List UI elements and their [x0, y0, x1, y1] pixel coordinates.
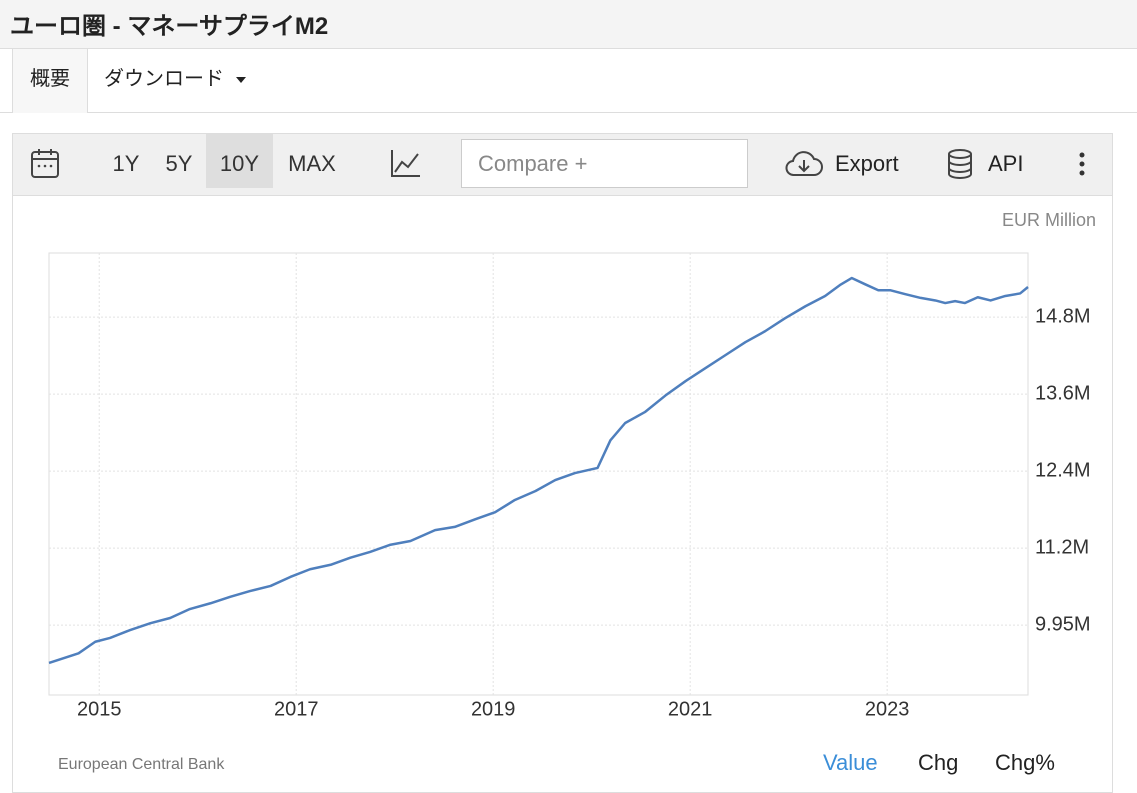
x-tick-label: 2023 [865, 698, 910, 720]
more-menu[interactable] [1074, 150, 1090, 180]
range-button[interactable]: 1Y [112, 151, 140, 176]
range-button[interactable]: 10Y [206, 134, 273, 188]
x-tick-label: 2017 [274, 698, 319, 720]
tab-dropdown[interactable]: ダウンロード [104, 49, 246, 112]
range-button[interactable]: MAX [288, 151, 336, 176]
view-tab[interactable]: Chg [918, 750, 959, 775]
view-tab[interactable]: Value [823, 750, 878, 775]
y-tick-label: 14.8M [1035, 305, 1091, 327]
compare-input[interactable]: Compare + [461, 139, 748, 188]
export-icon[interactable] [784, 147, 824, 181]
header: ユーロ圏 - マネーサプライM2 [0, 0, 1137, 49]
caret [236, 76, 246, 83]
api-icon[interactable] [944, 146, 976, 182]
calendar-icon[interactable] [28, 146, 62, 182]
tab-label[interactable]: ダウンロード [104, 68, 224, 90]
export-button[interactable]: Export [835, 151, 899, 176]
chart-type-icon[interactable] [388, 146, 424, 182]
data-line [48, 276, 1029, 665]
x-tick-label: 2019 [471, 698, 516, 720]
unit-label: EUR Million [1002, 210, 1096, 230]
x-tick-label: 2015 [77, 698, 122, 720]
y-tick-label: 13.6M [1035, 382, 1091, 404]
tab-bar: 概要 ダウンロード [0, 49, 1137, 113]
plot-frame [48, 252, 1029, 696]
range-button[interactable]: 5Y [165, 151, 193, 176]
chart: EUR Million European Central Bank 9.95M 1… [48, 210, 1096, 773]
source: European Central Bank [58, 756, 225, 773]
page-title: ユーロ圏 - マネーサプライM2 [10, 13, 329, 40]
y-tick-label: 12.4M [1035, 459, 1091, 481]
y-tick-label: 9.95M [1035, 613, 1091, 635]
api-button[interactable]: API [988, 151, 1024, 176]
view-tab[interactable]: Chg% [995, 750, 1055, 775]
y-tick-label: 11.2M [1035, 536, 1089, 558]
tab[interactable]: 概要 [12, 49, 88, 113]
x-tick-label: 2021 [668, 698, 713, 720]
